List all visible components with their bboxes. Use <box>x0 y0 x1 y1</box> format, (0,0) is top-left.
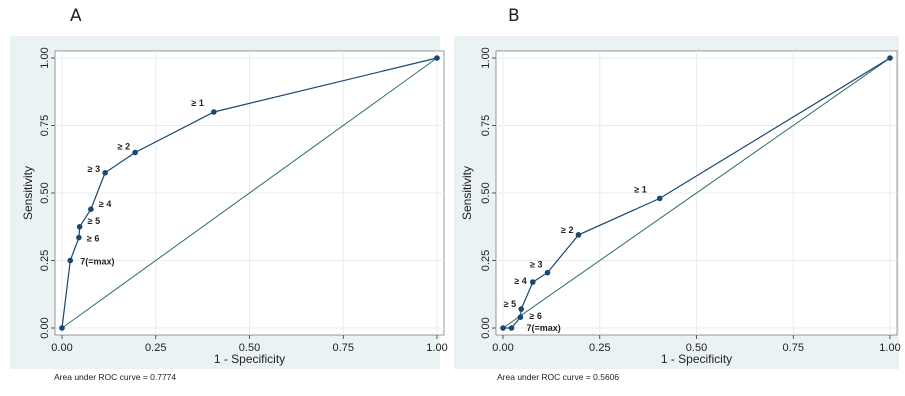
roc-panel-b: 0.000.00 0.25 0.25 0.50 0.50 0.75 0.75 1.00 1.00… <box>454 36 901 382</box>
reference-diagonal <box>61 57 438 329</box>
threshold-label: 7(=max) <box>527 323 561 333</box>
roc-point <box>434 55 440 61</box>
threshold-label: ≥ 1 <box>191 98 203 108</box>
roc-point <box>529 279 536 285</box>
y-tick-label: 0.75 <box>480 115 492 136</box>
auc-footnote: Area under ROC curve = 0.7774 <box>54 372 176 382</box>
roc-point <box>132 149 138 156</box>
roc-point <box>656 195 663 202</box>
threshold-label: ≥ 3 <box>88 164 100 174</box>
threshold-label: 7(=max) <box>80 257 114 267</box>
threshold-label: ≥ 6 <box>529 311 541 321</box>
y-tick-label: 0.00 <box>39 317 51 338</box>
roc-point <box>517 314 524 321</box>
threshold-label: ≥ 4 <box>514 276 526 286</box>
x-tick-label: 0.50 <box>239 342 260 354</box>
roc-point <box>575 232 582 238</box>
x-tick-label: 0.25 <box>589 342 610 354</box>
roc-point <box>102 169 108 176</box>
roc-point <box>544 269 551 276</box>
roc-point <box>88 206 94 212</box>
roc-point <box>67 257 74 264</box>
threshold-label: ≥ 3 <box>530 260 542 270</box>
x-tick-label: 1.00 <box>879 342 900 354</box>
threshold-label: ≥ 6 <box>87 234 99 244</box>
roc-panel-a: 0.000.00 0.25 0.25 0.50 0.50 0.75 0.75 1.00 1.00… <box>10 36 448 382</box>
auc-footnote: Area under ROC curve = 0.5606 <box>497 372 619 382</box>
x-tick-label: 1.00 <box>426 342 447 354</box>
roc-point <box>500 325 506 331</box>
roc-point <box>211 109 217 115</box>
y-tick-label: 0.25 <box>39 250 51 271</box>
y-tick-label: 0.50 <box>39 182 51 203</box>
roc-point <box>508 325 515 331</box>
y-tick-label: 1.00 <box>480 47 492 68</box>
threshold-label: ≥ 1 <box>634 184 646 194</box>
x-tick-label: 0.75 <box>333 342 354 354</box>
panel-a-letter: A <box>70 6 82 26</box>
roc-point <box>76 223 83 230</box>
x-axis-title: 1 - Specificity <box>214 352 285 366</box>
threshold-label: ≥ 5 <box>504 299 516 309</box>
x-tick-label: 0.00 <box>51 342 72 354</box>
y-axis-title: Sensitivity <box>21 166 35 220</box>
roc-point <box>76 234 82 241</box>
threshold-label: ≥ 4 <box>99 199 111 209</box>
threshold-label: ≥ 2 <box>561 225 573 235</box>
y-tick-label: 0.75 <box>39 115 51 136</box>
x-tick-label: 0.75 <box>783 342 804 354</box>
y-axis-title: Sensitivity <box>460 166 474 220</box>
y-tick-label: 0.25 <box>480 250 492 271</box>
reference-diagonal <box>502 57 891 329</box>
threshold-label: ≥ 5 <box>88 216 100 226</box>
x-axis-title: 1 - Specificity <box>661 352 732 366</box>
x-tick-label: 0.00 <box>492 342 513 354</box>
threshold-label: ≥ 2 <box>118 142 130 152</box>
roc-point <box>59 325 65 331</box>
y-tick-label: 1.00 <box>39 47 51 68</box>
x-tick-label: 0.50 <box>686 342 707 354</box>
y-tick-label: 0.00 <box>480 317 492 338</box>
roc-point <box>518 306 524 312</box>
y-tick-label: 0.50 <box>480 182 492 203</box>
panel-b-letter: B <box>508 6 520 26</box>
roc-point <box>887 55 893 61</box>
x-tick-label: 0.25 <box>145 342 166 354</box>
